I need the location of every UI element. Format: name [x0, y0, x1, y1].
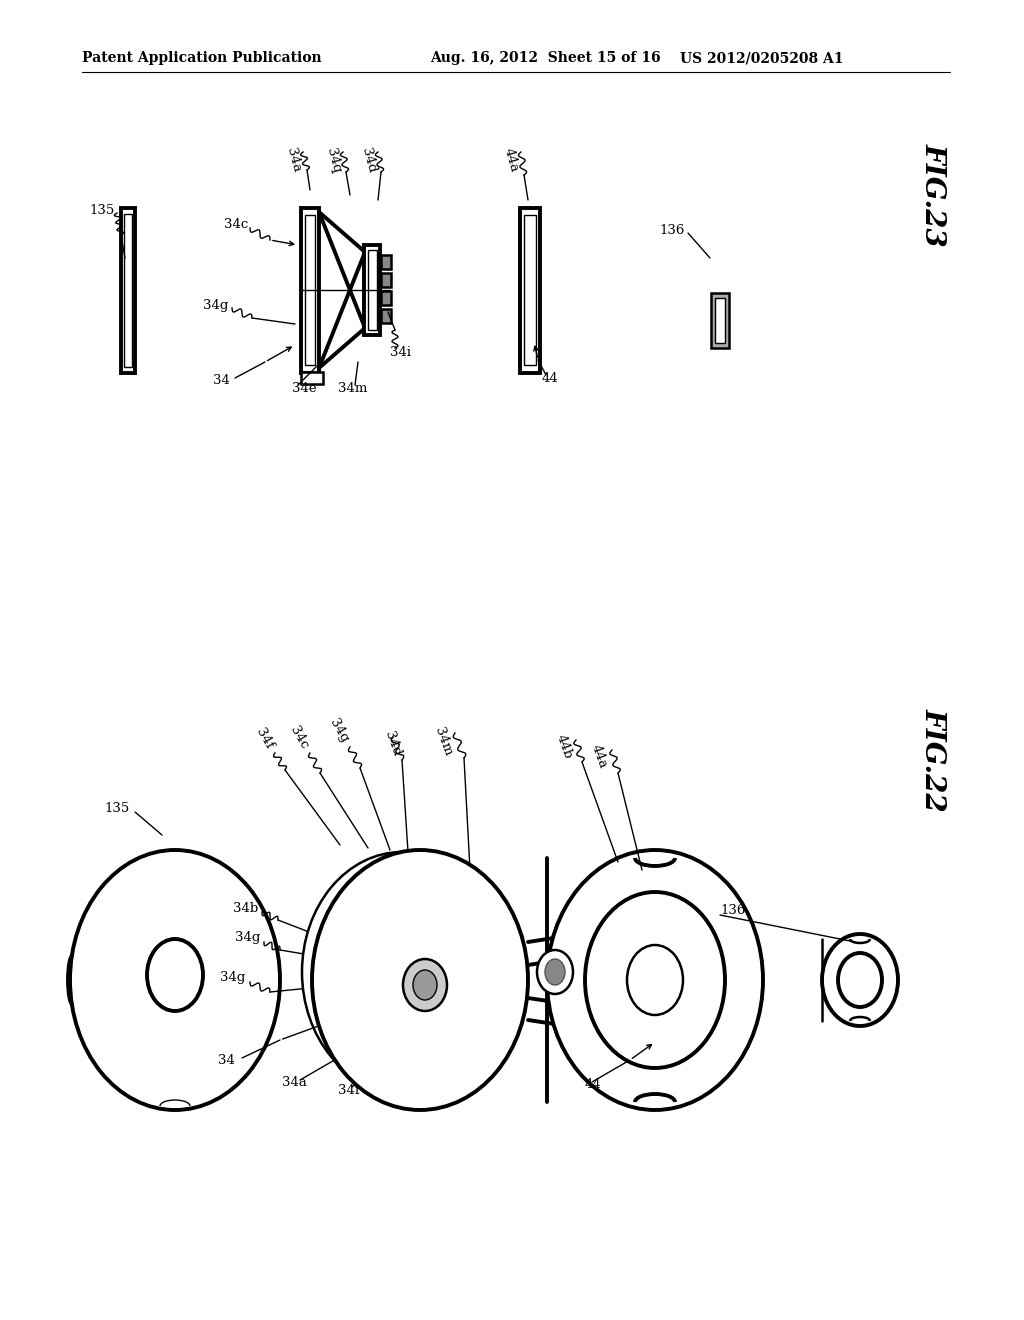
Text: 34m: 34m — [432, 726, 455, 758]
Ellipse shape — [838, 953, 882, 1007]
Ellipse shape — [545, 960, 565, 985]
Text: 135: 135 — [90, 203, 115, 216]
Text: 34f: 34f — [254, 726, 275, 751]
Text: FIG.22: FIG.22 — [920, 709, 947, 812]
Text: 34m: 34m — [338, 381, 368, 395]
Bar — [381, 273, 391, 286]
Text: 34d: 34d — [358, 147, 378, 174]
Text: Aug. 16, 2012  Sheet 15 of 16: Aug. 16, 2012 Sheet 15 of 16 — [430, 51, 660, 65]
Text: 34a: 34a — [284, 147, 303, 174]
Text: 34e: 34e — [378, 1089, 402, 1101]
Text: US 2012/0205208 A1: US 2012/0205208 A1 — [680, 51, 844, 65]
Text: 44: 44 — [585, 1078, 602, 1092]
Bar — [381, 290, 391, 305]
Bar — [364, 246, 380, 335]
Bar — [381, 255, 391, 269]
Text: 34a: 34a — [282, 1076, 307, 1089]
Ellipse shape — [312, 850, 528, 1110]
Text: 34g: 34g — [219, 972, 245, 985]
Ellipse shape — [403, 960, 447, 1011]
Text: 34g: 34g — [203, 298, 228, 312]
Bar — [301, 372, 323, 384]
Text: 34g: 34g — [327, 717, 350, 746]
Bar — [305, 215, 315, 366]
Ellipse shape — [70, 850, 280, 1110]
Text: 34c: 34c — [288, 723, 310, 751]
Text: Patent Application Publication: Patent Application Publication — [82, 51, 322, 65]
Text: 135: 135 — [104, 801, 130, 814]
Text: 34: 34 — [213, 374, 230, 387]
Text: 34q: 34q — [324, 147, 343, 174]
Bar — [124, 214, 132, 367]
Text: 136: 136 — [720, 903, 745, 916]
Text: 44b: 44b — [554, 733, 574, 760]
Bar — [524, 215, 536, 366]
Text: 34m: 34m — [455, 1045, 484, 1059]
Text: FIG.23: FIG.23 — [920, 143, 947, 247]
Bar — [121, 207, 135, 372]
Ellipse shape — [413, 970, 437, 1001]
Ellipse shape — [147, 939, 203, 1011]
Ellipse shape — [627, 945, 683, 1015]
Text: 34f: 34f — [338, 1084, 359, 1097]
Text: 34d: 34d — [382, 730, 402, 758]
Ellipse shape — [547, 850, 763, 1110]
Ellipse shape — [302, 851, 502, 1092]
Text: 34g: 34g — [234, 932, 260, 945]
Ellipse shape — [822, 935, 898, 1026]
Text: 44a: 44a — [502, 147, 520, 174]
Bar — [715, 297, 725, 342]
Bar — [368, 249, 377, 330]
Text: 34i: 34i — [415, 1089, 436, 1101]
Text: 136: 136 — [659, 223, 685, 236]
Text: 34b: 34b — [232, 902, 258, 915]
Bar — [711, 293, 729, 347]
Ellipse shape — [585, 892, 725, 1068]
Text: 44a: 44a — [589, 743, 609, 771]
Bar — [520, 207, 540, 372]
Bar — [381, 309, 391, 323]
Bar — [301, 207, 319, 372]
Text: 44: 44 — [542, 371, 559, 384]
Text: 34: 34 — [218, 1053, 234, 1067]
Text: 34e: 34e — [292, 381, 316, 395]
Text: 34c: 34c — [224, 219, 248, 231]
Text: 34i: 34i — [390, 346, 411, 359]
Ellipse shape — [537, 950, 573, 994]
